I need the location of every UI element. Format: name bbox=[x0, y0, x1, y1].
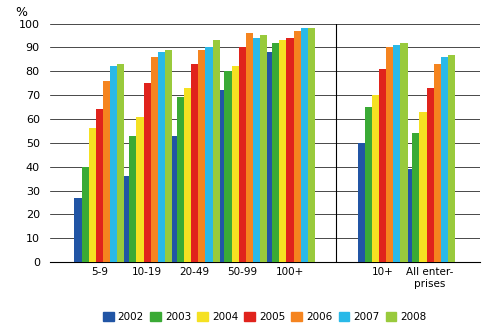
Bar bbox=[129, 136, 137, 262]
Text: %: % bbox=[15, 6, 27, 19]
Bar bbox=[419, 112, 427, 262]
Bar bbox=[427, 88, 434, 262]
Bar bbox=[117, 64, 125, 262]
Bar bbox=[232, 67, 239, 262]
Bar bbox=[184, 88, 191, 262]
Bar bbox=[372, 95, 379, 262]
Bar bbox=[279, 40, 287, 262]
Bar bbox=[405, 169, 412, 262]
Bar bbox=[308, 28, 315, 262]
Bar bbox=[137, 117, 144, 262]
Bar bbox=[400, 43, 407, 262]
Bar bbox=[144, 83, 150, 262]
Bar bbox=[357, 143, 365, 262]
Bar bbox=[260, 36, 267, 262]
Bar bbox=[239, 47, 246, 262]
Bar bbox=[96, 110, 103, 262]
Bar bbox=[294, 31, 300, 262]
Bar bbox=[89, 128, 96, 262]
Bar bbox=[170, 136, 177, 262]
Bar bbox=[165, 50, 172, 262]
Bar bbox=[365, 107, 372, 262]
Bar bbox=[412, 133, 419, 262]
Bar bbox=[75, 198, 82, 262]
Bar bbox=[379, 69, 386, 262]
Bar bbox=[177, 97, 184, 262]
Bar bbox=[434, 64, 441, 262]
Bar bbox=[265, 52, 272, 262]
Bar bbox=[287, 38, 294, 262]
Bar bbox=[212, 40, 220, 262]
Bar bbox=[393, 45, 400, 262]
Bar bbox=[150, 57, 158, 262]
Bar bbox=[225, 71, 232, 262]
Bar bbox=[82, 167, 89, 262]
Bar bbox=[246, 33, 253, 262]
Bar bbox=[386, 47, 393, 262]
Bar bbox=[110, 67, 117, 262]
Bar bbox=[103, 81, 110, 262]
Legend: 2002, 2003, 2004, 2005, 2006, 2007, 2008: 2002, 2003, 2004, 2005, 2006, 2007, 2008 bbox=[101, 310, 429, 324]
Bar bbox=[158, 52, 165, 262]
Bar bbox=[300, 28, 308, 262]
Bar bbox=[272, 43, 279, 262]
Bar bbox=[122, 176, 129, 262]
Bar bbox=[217, 90, 225, 262]
Bar bbox=[441, 57, 448, 262]
Bar bbox=[448, 54, 455, 262]
Bar bbox=[191, 64, 198, 262]
Bar bbox=[198, 50, 205, 262]
Bar bbox=[205, 47, 212, 262]
Bar bbox=[253, 38, 260, 262]
